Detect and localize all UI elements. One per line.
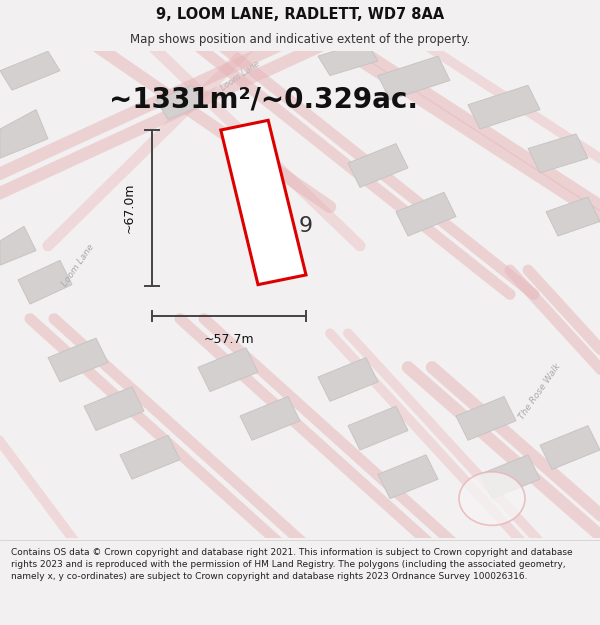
Polygon shape: [396, 192, 456, 236]
Text: Loom Lane: Loom Lane: [218, 59, 262, 92]
Polygon shape: [546, 197, 600, 236]
Polygon shape: [456, 396, 516, 440]
Polygon shape: [378, 56, 450, 100]
Polygon shape: [156, 85, 204, 119]
Polygon shape: [221, 120, 306, 284]
Polygon shape: [540, 426, 600, 469]
Polygon shape: [120, 436, 180, 479]
Text: Loom Lane: Loom Lane: [60, 242, 96, 288]
Text: ~57.7m: ~57.7m: [203, 333, 254, 346]
Polygon shape: [378, 455, 438, 499]
Text: The Rose Walk: The Rose Walk: [517, 362, 563, 421]
Polygon shape: [84, 387, 144, 431]
Polygon shape: [0, 51, 60, 90]
Polygon shape: [468, 85, 540, 129]
Text: Map shows position and indicative extent of the property.: Map shows position and indicative extent…: [130, 34, 470, 46]
Text: Contains OS data © Crown copyright and database right 2021. This information is : Contains OS data © Crown copyright and d…: [11, 548, 572, 581]
Polygon shape: [198, 348, 258, 392]
Text: ~1331m²/~0.329ac.: ~1331m²/~0.329ac.: [110, 86, 419, 114]
Polygon shape: [348, 144, 408, 188]
Polygon shape: [18, 261, 72, 304]
Circle shape: [459, 472, 525, 526]
Polygon shape: [48, 338, 108, 382]
Polygon shape: [318, 41, 378, 76]
Polygon shape: [528, 134, 588, 172]
Polygon shape: [480, 455, 540, 499]
Polygon shape: [318, 357, 378, 401]
Polygon shape: [0, 226, 36, 265]
Polygon shape: [348, 406, 408, 450]
Text: 9: 9: [299, 216, 313, 236]
Polygon shape: [240, 396, 300, 440]
Text: ~67.0m: ~67.0m: [122, 182, 136, 233]
Text: 9, LOOM LANE, RADLETT, WD7 8AA: 9, LOOM LANE, RADLETT, WD7 8AA: [156, 7, 444, 22]
Polygon shape: [0, 109, 48, 158]
